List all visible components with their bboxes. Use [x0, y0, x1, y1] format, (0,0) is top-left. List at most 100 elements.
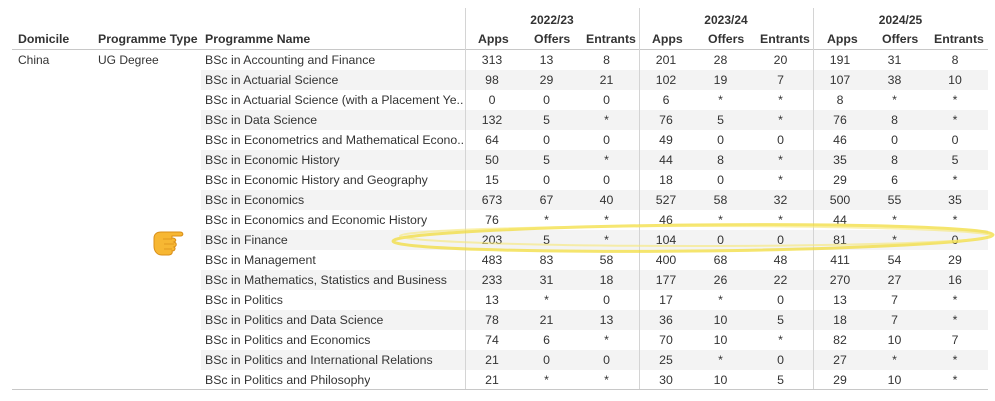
- value-cell: 30: [659, 373, 673, 387]
- row-band: [201, 190, 988, 210]
- value-cell: 0: [543, 173, 550, 187]
- table-row[interactable]: BSc in Politics and Philosophy 21 * * 30 10 5 2…: [12, 370, 988, 390]
- value-cell: *: [892, 213, 897, 227]
- value-cell: 19: [713, 73, 728, 87]
- table-row[interactable]: BSc in Politics and Economics 74 6 * 70 10 * 82…: [12, 330, 988, 350]
- table-row[interactable]: BSc in Politics and Data Science 78 21 13 36…: [12, 310, 988, 330]
- value-cell: *: [718, 213, 723, 227]
- value-cell: 102: [655, 73, 677, 87]
- year-header-2023-24[interactable]: 2023/24: [704, 13, 748, 27]
- table-body: China UG Degree BSc in Accounting and Fi…: [12, 50, 988, 390]
- value-cell: 0: [777, 133, 784, 147]
- col-header-offers-2024[interactable]: Offers: [882, 32, 919, 46]
- value-cell: 21: [539, 313, 554, 327]
- programme-name-cell: BSc in Economic History and Geography: [205, 173, 428, 187]
- value-cell: 21: [485, 373, 499, 387]
- value-cell: *: [952, 353, 958, 367]
- value-cell: 0: [777, 353, 784, 367]
- value-cell: 7: [777, 73, 784, 87]
- col-header-domicile[interactable]: Domicile: [18, 32, 70, 46]
- programme-name-cell: BSc in Politics: [205, 293, 283, 307]
- value-cell: *: [952, 313, 958, 327]
- value-cell: 48: [773, 253, 788, 267]
- value-cell: 0: [543, 93, 550, 107]
- table-row[interactable]: BSc in Accounting and Finance 313 13 8 201 28…: [12, 50, 988, 70]
- value-cell: 233: [481, 273, 503, 287]
- year-header-2022-23[interactable]: 2022/23: [530, 13, 574, 27]
- table-row[interactable]: BSc in Politics and International Relati…: [12, 350, 988, 370]
- value-cell: 26: [713, 273, 728, 287]
- value-cell: 78: [485, 313, 499, 327]
- table-row[interactable]: BSc in Management 483 83 58 400 68 48 411 54 29: [12, 250, 988, 270]
- value-cell: 67: [539, 193, 554, 207]
- value-cell: 36: [659, 313, 673, 327]
- programme-name-cell: BSc in Economic History: [205, 153, 340, 167]
- value-cell: 8: [603, 53, 610, 67]
- table-row[interactable]: BSc in Econometrics and Mathematical Eco…: [12, 130, 988, 150]
- value-cell: 29: [833, 373, 847, 387]
- col-header-programme-name[interactable]: Programme Name: [205, 32, 311, 46]
- row-band: [201, 110, 988, 130]
- table-row[interactable]: BSc in Economic History 50 5 * 44 8 * 35 8 5: [12, 150, 988, 170]
- table-row[interactable]: BSc in Actuarial Science 98 29 21 102 19 7 107 3…: [12, 70, 988, 90]
- value-cell: 46: [659, 213, 673, 227]
- value-cell: 50: [485, 153, 499, 167]
- programme-name-cell: BSc in Accounting and Finance: [205, 53, 376, 67]
- col-header-programme-type[interactable]: Programme Type: [98, 32, 198, 46]
- value-cell: 13: [833, 293, 847, 307]
- col-header-offers-2023[interactable]: Offers: [708, 32, 745, 46]
- col-header-entrants-2023[interactable]: Entrants: [760, 32, 810, 46]
- value-cell: 10: [713, 313, 728, 327]
- value-cell: 64: [485, 133, 499, 147]
- value-cell: 0: [777, 233, 784, 247]
- value-cell: 29: [948, 253, 962, 267]
- value-cell: 5: [543, 113, 550, 127]
- value-cell: *: [604, 113, 609, 127]
- value-cell: 35: [948, 193, 962, 207]
- value-cell: 31: [539, 273, 554, 287]
- col-header-entrants-2022[interactable]: Entrants: [586, 32, 636, 46]
- table-row[interactable]: BSc in Data Science 132 5 * 76 5 * 76 8 *: [12, 110, 988, 130]
- value-cell: *: [892, 93, 897, 107]
- row-band: [201, 310, 988, 330]
- col-header-apps-2024[interactable]: Apps: [827, 32, 858, 46]
- row-band: [201, 150, 988, 170]
- table-row[interactable]: BSc in Mathematics, Statistics and Busin…: [12, 270, 988, 290]
- programme-name-cell: BSc in Politics and Philosophy: [205, 373, 371, 387]
- value-cell: 6: [891, 173, 898, 187]
- value-cell: 81: [833, 233, 847, 247]
- value-cell: 5: [717, 113, 724, 127]
- programme-name-cell: BSc in Politics and Economics: [205, 333, 371, 347]
- value-cell: 20: [773, 53, 788, 67]
- col-header-apps-2023[interactable]: Apps: [652, 32, 683, 46]
- table-row[interactable]: BSc in Politics 13 * 0 17 * 0 13 7 *: [12, 290, 988, 310]
- year-header-2024-25[interactable]: 2024/25: [878, 13, 923, 27]
- col-header-entrants-2024[interactable]: Entrants: [934, 32, 984, 46]
- table-row[interactable]: BSc in Economics 673 67 40 527 58 32 500 55 35: [12, 190, 988, 210]
- table-row[interactable]: BSc in Economic History and Geography 15 0…: [12, 170, 988, 190]
- col-header-offers-2022[interactable]: Offers: [534, 32, 571, 46]
- row-band: [201, 350, 988, 370]
- value-cell: 0: [777, 293, 784, 307]
- value-cell: *: [778, 213, 783, 227]
- value-cell: 0: [951, 233, 959, 247]
- value-cell: 0: [603, 173, 610, 187]
- value-cell: 400: [655, 253, 677, 267]
- value-cell: *: [718, 353, 723, 367]
- table-row[interactable]: BSc in Actuarial Science (with a Placeme…: [12, 90, 988, 110]
- value-cell: *: [778, 153, 783, 167]
- value-cell: 22: [773, 273, 788, 287]
- programme-name-cell: BSc in Actuarial Science (with a Placeme…: [205, 93, 464, 107]
- value-cell: *: [778, 333, 783, 347]
- value-cell: 0: [951, 133, 959, 147]
- value-cell: 0: [603, 133, 610, 147]
- value-cell: 500: [829, 193, 851, 207]
- value-cell: 38: [887, 73, 902, 87]
- col-header-apps-2022[interactable]: Apps: [478, 32, 509, 46]
- year-divider-3: [813, 8, 814, 389]
- value-cell: 58: [713, 193, 728, 207]
- value-cell: 28: [713, 53, 728, 67]
- value-cell: 201: [655, 53, 677, 67]
- value-cell: 74: [485, 333, 499, 347]
- programme-name-cell: BSc in Economics: [205, 193, 305, 207]
